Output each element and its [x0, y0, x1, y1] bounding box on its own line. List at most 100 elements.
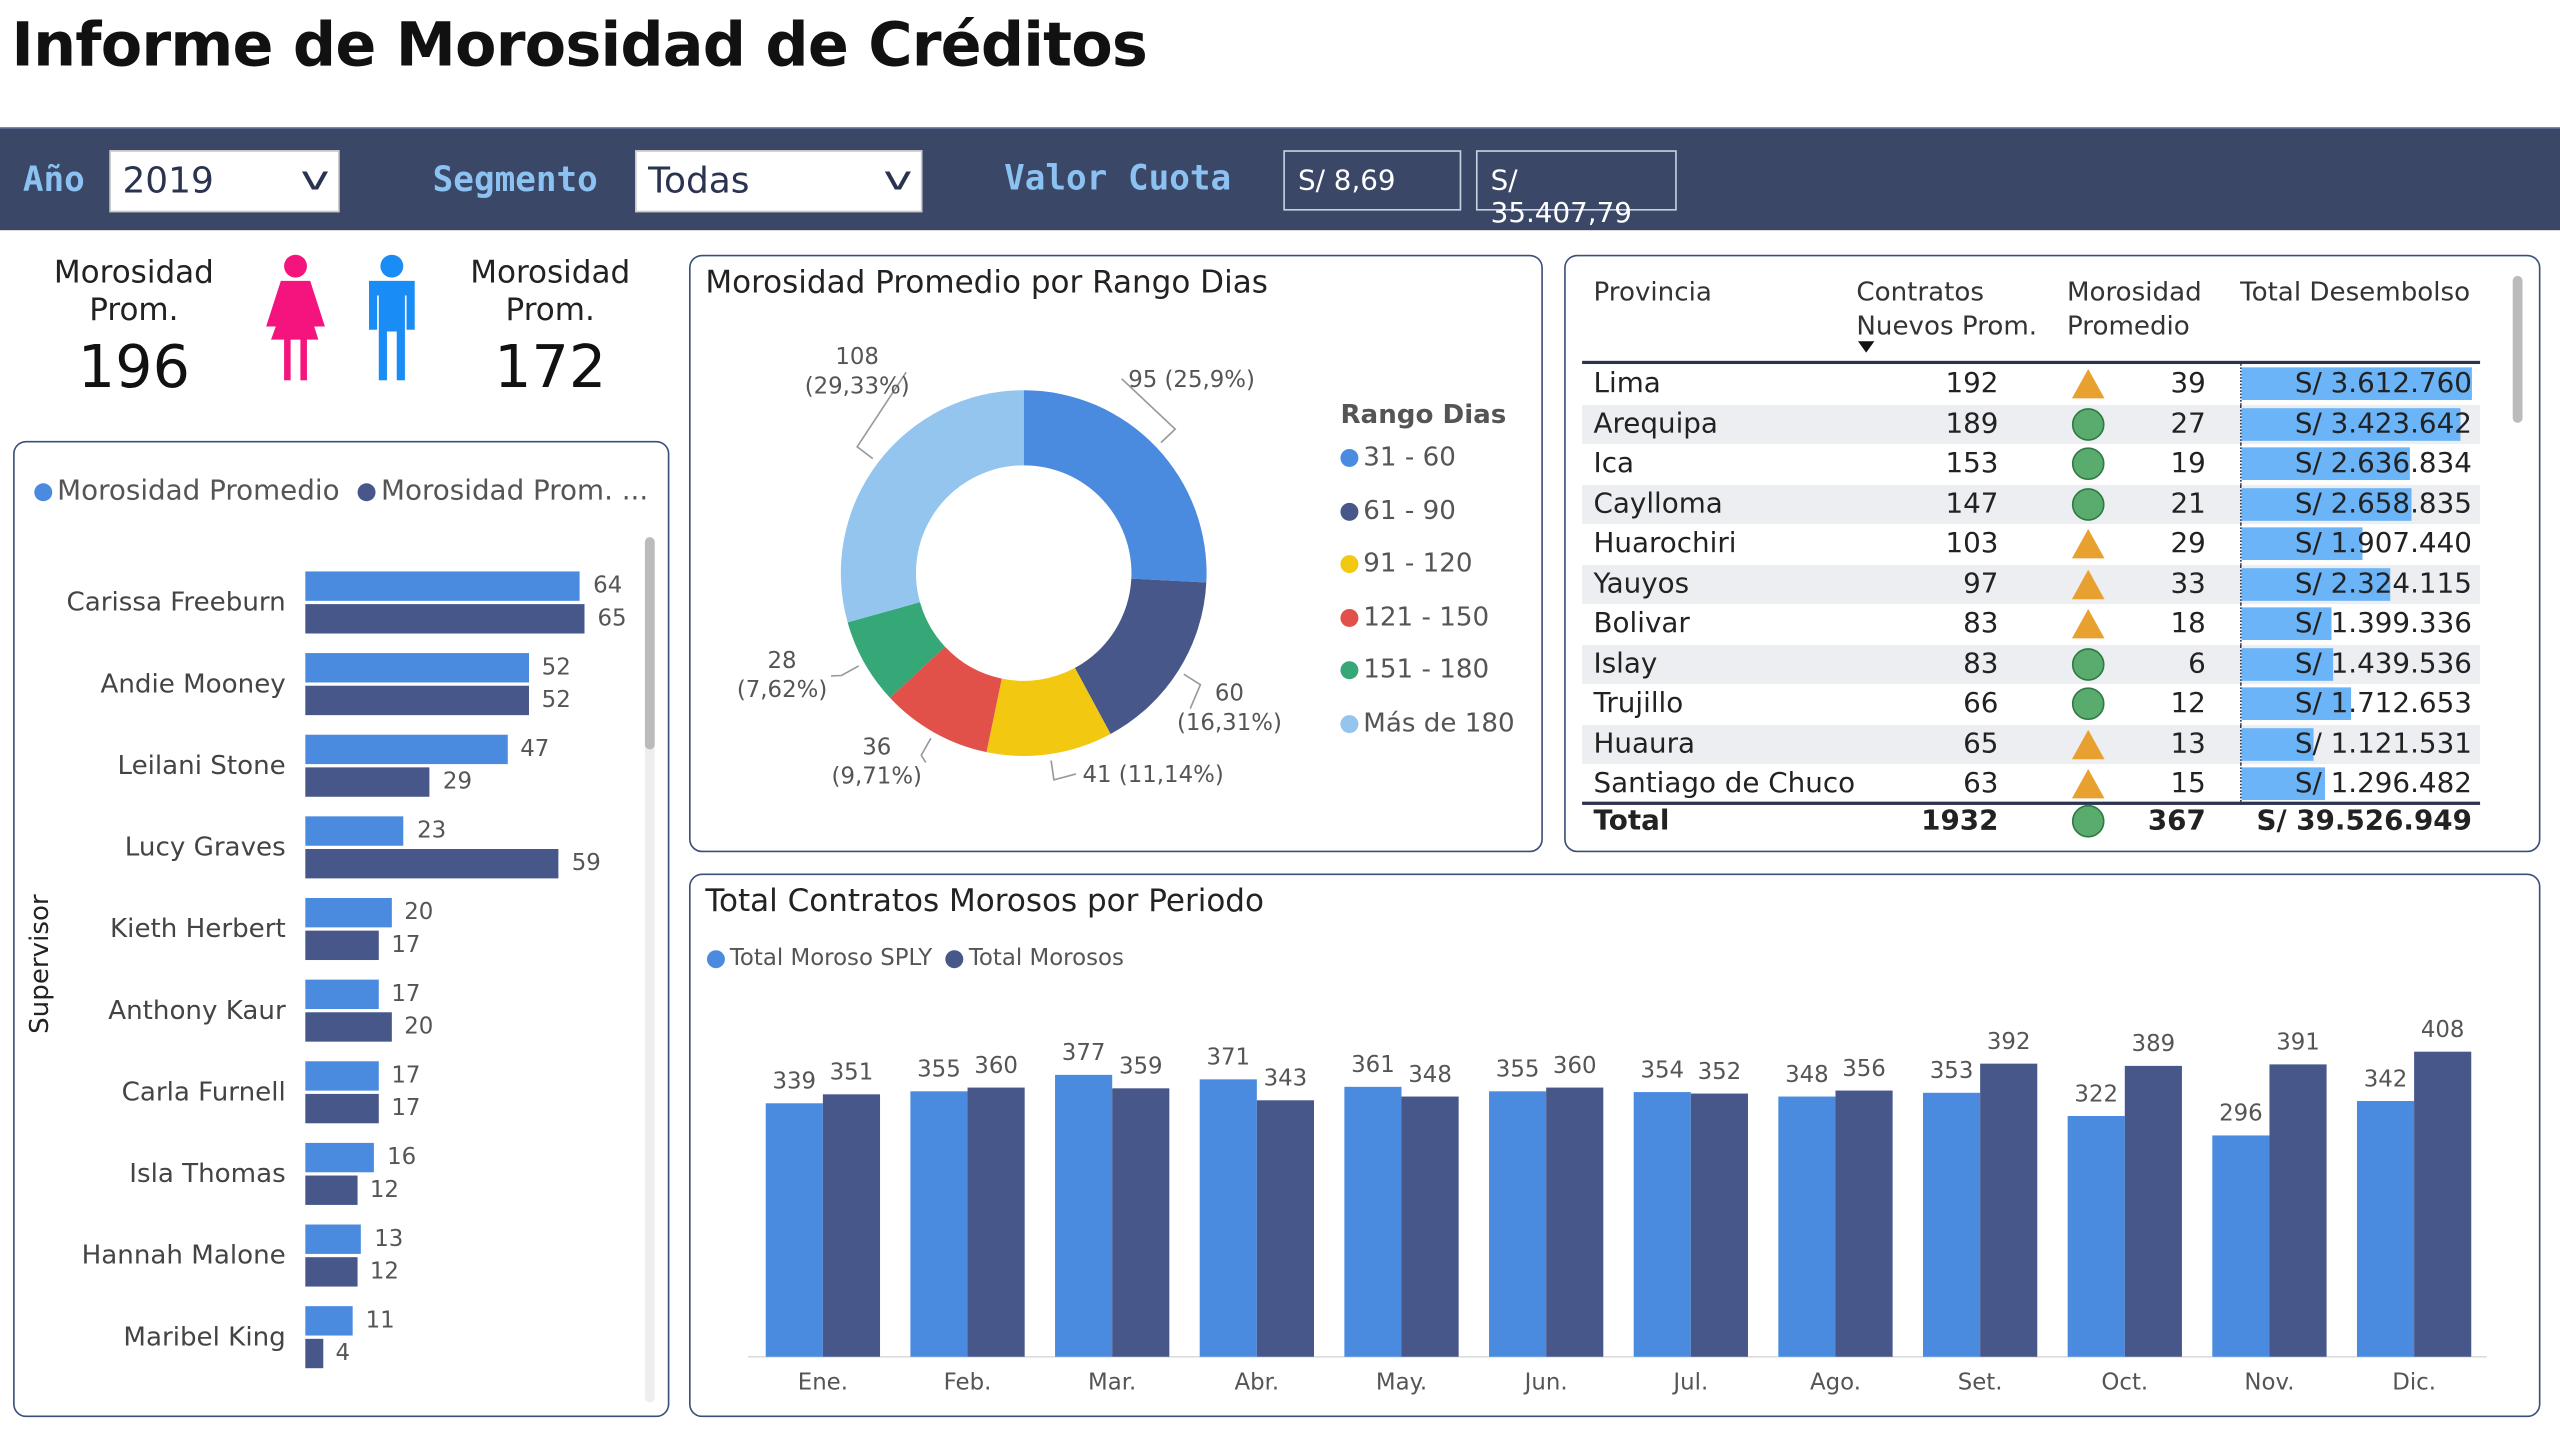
table-row[interactable]: Trujillo 66 12 S/ 1.712.653 [1582, 684, 2481, 725]
bar-total-morosos[interactable] [1546, 1087, 1604, 1357]
bar-total-moroso-sply[interactable] [765, 1103, 823, 1357]
table-row[interactable]: Caylloma 147 21 S/ 2.658.835 [1582, 484, 2481, 525]
bar-total-moroso-sply[interactable] [1778, 1096, 1836, 1357]
legend-item[interactable]: Más de 180 [1340, 707, 1515, 760]
table-row[interactable]: Ica 153 19 S/ 2.636.834 [1582, 444, 2481, 485]
bar-morosidad-prom-2[interactable] [305, 930, 379, 961]
table-row[interactable]: Bolivar 83 18 S/ 1.399.336 [1582, 604, 2481, 645]
bar-total-morosos[interactable] [2124, 1065, 2182, 1357]
column-header-morosidad[interactable]: Morosidad Promedio [2066, 275, 2202, 342]
legend-item[interactable]: Total Morosos [968, 945, 1124, 972]
cell-contratos: 192 [1945, 367, 1999, 401]
bar-morosidad-prom-2[interactable] [305, 767, 430, 797]
legend-item[interactable]: Morosidad Prom. ... [381, 475, 649, 508]
data-label: 377 [1062, 1040, 1106, 1066]
valor-cuota-min-input[interactable]: S/ 8,69 [1283, 150, 1462, 211]
table-row[interactable]: Islay 83 6 S/ 1.439.536 [1582, 644, 2481, 685]
bar-morosidad-promedio[interactable] [305, 1224, 362, 1254]
bar-total-moroso-sply[interactable] [910, 1091, 968, 1357]
ok-circle-icon [2071, 804, 2105, 838]
bar-morosidad-prom-2[interactable] [305, 1093, 379, 1124]
bar-morosidad-promedio[interactable] [305, 734, 508, 765]
bar-total-moroso-sply[interactable] [1489, 1091, 1547, 1357]
bar-total-morosos[interactable] [1401, 1096, 1459, 1357]
bar-morosidad-promedio[interactable] [305, 897, 392, 928]
bar-morosidad-prom-2[interactable] [305, 1175, 357, 1205]
bar-morosidad-prom-2[interactable] [305, 604, 585, 634]
bar-total-moroso-sply[interactable] [1055, 1074, 1113, 1357]
segment-dropdown[interactable]: Todas v [635, 150, 923, 213]
table-row[interactable]: Arequipa 189 27 S/ 3.423.642 [1582, 404, 2481, 445]
legend-item[interactable]: 121 - 150 [1340, 600, 1514, 653]
scrollbar-track[interactable] [644, 537, 655, 1403]
bar-total-moroso-sply[interactable] [1344, 1086, 1402, 1357]
legend-item[interactable]: 151 - 180 [1340, 654, 1514, 707]
bar-total-morosos[interactable] [1980, 1063, 2038, 1357]
table-row[interactable]: Santiago de Chuco 63 15 S/ 1.296.482 [1582, 764, 2481, 805]
column-header-provincia[interactable]: Provincia [1593, 275, 1712, 307]
bar-morosidad-prom-2[interactable] [305, 685, 529, 716]
bar-total-morosos[interactable] [2414, 1051, 2472, 1357]
legend-label: 151 - 180 [1363, 653, 1490, 685]
bar-total-morosos[interactable] [2269, 1064, 2327, 1357]
table-row[interactable]: Yauyos 97 33 S/ 2.324.115 [1582, 564, 2481, 605]
bar-total-morosos[interactable] [822, 1094, 881, 1357]
bar-morosidad-prom-2[interactable] [305, 1257, 357, 1287]
bar-morosidad-promedio[interactable] [305, 1061, 379, 1091]
bar-morosidad-promedio[interactable] [305, 979, 379, 1010]
bar-total-moroso-sply[interactable] [1922, 1092, 1981, 1357]
table-row[interactable]: Lima 192 39 S/ 3.612.760 [1582, 364, 2481, 405]
donut-slice-61-90[interactable] [1074, 578, 1207, 734]
cell-contratos: 97 [1963, 567, 1999, 601]
bar-morosidad-promedio[interactable] [305, 1142, 375, 1173]
table-row[interactable]: Huaura 65 13 S/ 1.121.531 [1582, 724, 2481, 765]
bar-morosidad-promedio[interactable] [305, 571, 581, 601]
legend-item[interactable]: 91 - 120 [1340, 547, 1514, 600]
column-divider [2240, 724, 2242, 765]
donut-slice-151-180[interactable] [847, 602, 945, 698]
bar-total-moroso-sply[interactable] [2212, 1135, 2270, 1357]
bar-morosidad-promedio[interactable] [305, 816, 405, 846]
bar-total-morosos[interactable] [1112, 1088, 1170, 1357]
scrollbar-thumb[interactable] [644, 537, 655, 750]
cell-morosidad: 39 [2170, 367, 2206, 401]
column-header-contratos[interactable]: Contratos Nuevos Prom. [1856, 275, 2038, 342]
table-row[interactable]: Huarochiri 103 29 S/ 1.907.440 [1582, 524, 2481, 565]
data-label: 356 [1842, 1056, 1886, 1082]
bar-morosidad-prom-2[interactable] [305, 1012, 392, 1042]
legend-item[interactable]: Total Moroso SPLY [729, 945, 933, 972]
donut-slice-31-60[interactable] [1023, 390, 1207, 583]
donut-slice-91-120[interactable] [986, 667, 1111, 756]
bar-total-moroso-sply[interactable] [2067, 1115, 2125, 1357]
bar-total-moroso-sply[interactable] [1633, 1092, 1691, 1357]
period-chart-panel: Total Contratos Morosos por Periodo Tota… [688, 873, 2541, 1418]
category-label: Anthony Kaur [108, 994, 286, 1026]
legend-item[interactable]: 31 - 60 [1340, 441, 1514, 494]
bar-morosidad-prom-2[interactable] [305, 849, 559, 879]
bar-morosidad-promedio[interactable] [305, 653, 529, 683]
cell-contratos: 103 [1945, 527, 1999, 561]
year-dropdown[interactable]: 2019 v [109, 150, 340, 213]
legend-item[interactable]: 61 - 90 [1340, 494, 1514, 547]
cell-provincia: Huaura [1593, 727, 1695, 761]
donut-slice-másde180[interactable] [840, 390, 1024, 623]
donut-slice-121-150[interactable] [890, 646, 1002, 753]
bar-total-morosos[interactable] [1256, 1100, 1314, 1357]
cell-desembolso: S/ 1.399.336 [2294, 607, 2472, 641]
bar-total-moroso-sply[interactable] [1199, 1079, 1257, 1357]
data-label: 352 [1698, 1059, 1742, 1085]
column-header-desembolso[interactable]: Total Desembolso [2240, 275, 2471, 307]
sort-descending-icon[interactable] [1858, 341, 1875, 353]
scrollbar-thumb[interactable] [2512, 275, 2523, 423]
bar-total-morosos[interactable] [967, 1087, 1025, 1357]
desembolso-databar [2241, 567, 2390, 601]
cell-morosidad: 6 [2188, 647, 2206, 681]
bar-total-morosos[interactable] [1835, 1090, 1893, 1357]
valor-cuota-max-input[interactable]: S/ 35.407,79 [1475, 150, 1677, 230]
bar-total-moroso-sply[interactable] [2356, 1101, 2415, 1357]
bar-morosidad-prom-2[interactable] [305, 1338, 323, 1369]
bar-morosidad-promedio[interactable] [305, 1306, 353, 1336]
desembolso-databar [2241, 447, 2410, 481]
legend-item[interactable]: Morosidad Promedio [57, 475, 340, 508]
bar-total-morosos[interactable] [1690, 1093, 1748, 1357]
